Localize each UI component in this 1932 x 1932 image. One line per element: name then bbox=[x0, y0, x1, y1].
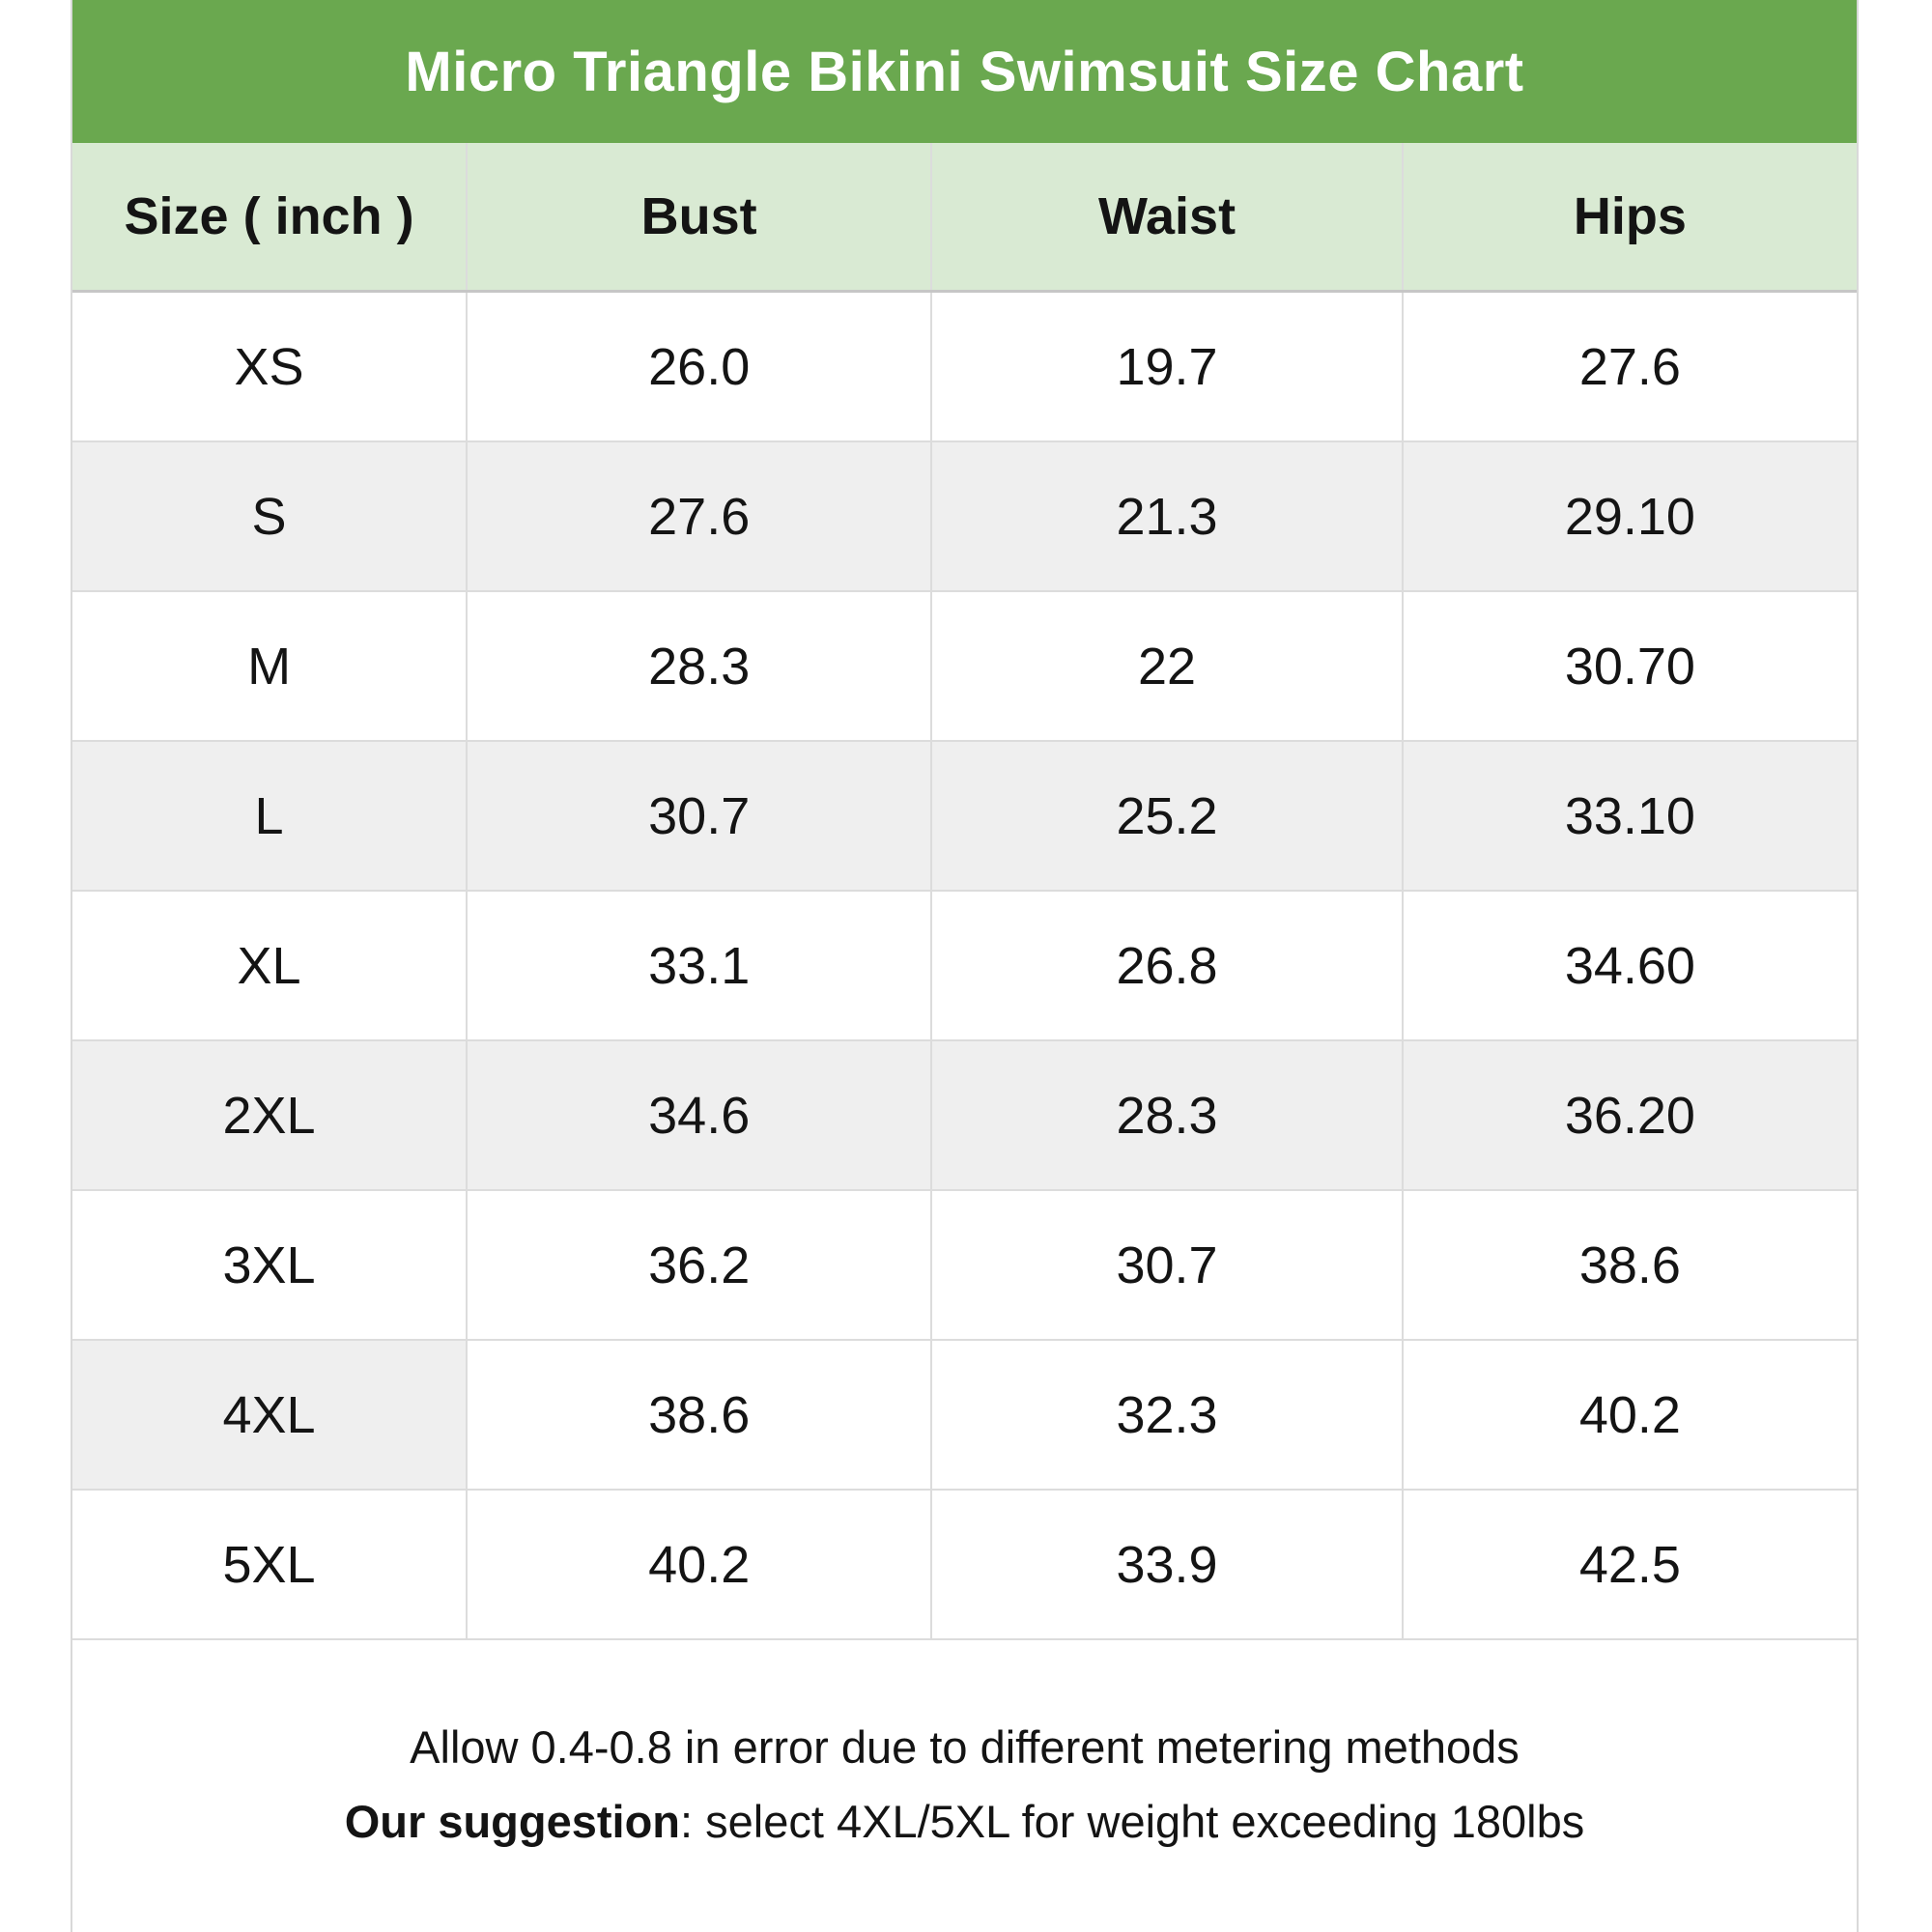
hips-cell: 40.2 bbox=[1578, 1385, 1681, 1444]
waist-cell: 28.3 bbox=[932, 1041, 1404, 1189]
bust-cell: 33.1 bbox=[468, 892, 933, 1039]
waist-cell: 19.7 bbox=[932, 293, 1404, 440]
column-header-size: Size ( inch ) bbox=[72, 143, 469, 290]
suggestion-label: Our suggestion bbox=[344, 1796, 681, 1847]
table-row: 2XL 34.6 28.3 36.20 bbox=[72, 1041, 1857, 1191]
table-row: L 30.7 25.2 33.10 bbox=[72, 742, 1857, 892]
size-cell: 3XL bbox=[72, 1191, 469, 1339]
table-row: 4XL 38.6 32.3 40.2 bbox=[72, 1341, 1857, 1491]
size-cell: 2XL bbox=[72, 1041, 469, 1189]
bust-cell: 28.3 bbox=[468, 592, 933, 740]
size-cell: 5XL bbox=[72, 1491, 469, 1638]
bust-cell: 27.6 bbox=[468, 442, 933, 590]
column-header-waist: Waist bbox=[932, 143, 1404, 290]
bust-cell: 30.7 bbox=[468, 742, 933, 890]
table-row: XS 26.0 19.7 27.6 bbox=[72, 293, 1857, 442]
table-header-row: Size ( inch ) Bust Waist Hips bbox=[72, 143, 1857, 293]
hips-cell: 33.10 bbox=[1403, 742, 1857, 890]
bust-cell: 40.2 bbox=[468, 1491, 933, 1638]
hips-cell: 42.5 bbox=[1578, 1535, 1681, 1594]
table-row: 3XL 36.2 30.7 38.6 bbox=[72, 1191, 1857, 1341]
waist-cell: 25.2 bbox=[932, 742, 1404, 890]
size-cell: S bbox=[72, 442, 469, 590]
bust-cell: 26.0 bbox=[468, 293, 933, 440]
waist-cell: 21.3 bbox=[932, 442, 1404, 590]
waist-cell: 33.9 bbox=[932, 1491, 1404, 1638]
hips-cell: 36.20 bbox=[1403, 1041, 1857, 1189]
waist-cell: 22 bbox=[932, 592, 1404, 740]
table-row: XL 33.1 26.8 34.60 bbox=[72, 892, 1857, 1041]
waist-cell: 30.7 bbox=[932, 1191, 1404, 1339]
hips-cell: 27.6 bbox=[1578, 337, 1681, 396]
page-title: Micro Triangle Bikini Swimsuit Size Char… bbox=[405, 40, 1524, 103]
suggestion-text: : select 4XL/5XL for weight exceeding 18… bbox=[680, 1796, 1585, 1847]
bust-cell: 34.6 bbox=[468, 1041, 933, 1189]
waist-cell: 32.3 bbox=[932, 1341, 1404, 1489]
bust-cell: 38.6 bbox=[468, 1341, 933, 1489]
bust-cell: 36.2 bbox=[468, 1191, 933, 1339]
error-tolerance-note: Allow 0.4-0.8 in error due to different … bbox=[410, 1721, 1520, 1774]
hips-cell: 34.60 bbox=[1564, 936, 1695, 995]
size-cell: L bbox=[72, 742, 469, 890]
size-cell: XL bbox=[72, 892, 469, 1039]
size-cell: M bbox=[72, 592, 469, 740]
chart-title-bar: Micro Triangle Bikini Swimsuit Size Char… bbox=[72, 0, 1857, 143]
hips-cell: 38.6 bbox=[1578, 1236, 1681, 1294]
footer-note: Allow 0.4-0.8 in error due to different … bbox=[72, 1640, 1857, 1930]
hips-cell: 30.70 bbox=[1564, 637, 1695, 696]
table-row: S 27.6 21.3 29.10 bbox=[72, 442, 1857, 592]
table-row: M 28.3 22 30.70 bbox=[72, 592, 1857, 742]
waist-cell: 26.8 bbox=[932, 892, 1404, 1039]
size-cell: 4XL bbox=[72, 1341, 469, 1489]
table-row: 5XL 40.2 33.9 42.5 bbox=[72, 1491, 1857, 1640]
hips-cell: 29.10 bbox=[1403, 442, 1857, 590]
size-suggestion-note: Our suggestion: select 4XL/5XL for weigh… bbox=[345, 1794, 1585, 1851]
size-cell: XS bbox=[72, 293, 469, 440]
column-header-hips: Hips bbox=[1573, 187, 1687, 245]
column-header-bust: Bust bbox=[468, 143, 933, 290]
size-chart-table: Micro Triangle Bikini Swimsuit Size Char… bbox=[71, 0, 1859, 1932]
